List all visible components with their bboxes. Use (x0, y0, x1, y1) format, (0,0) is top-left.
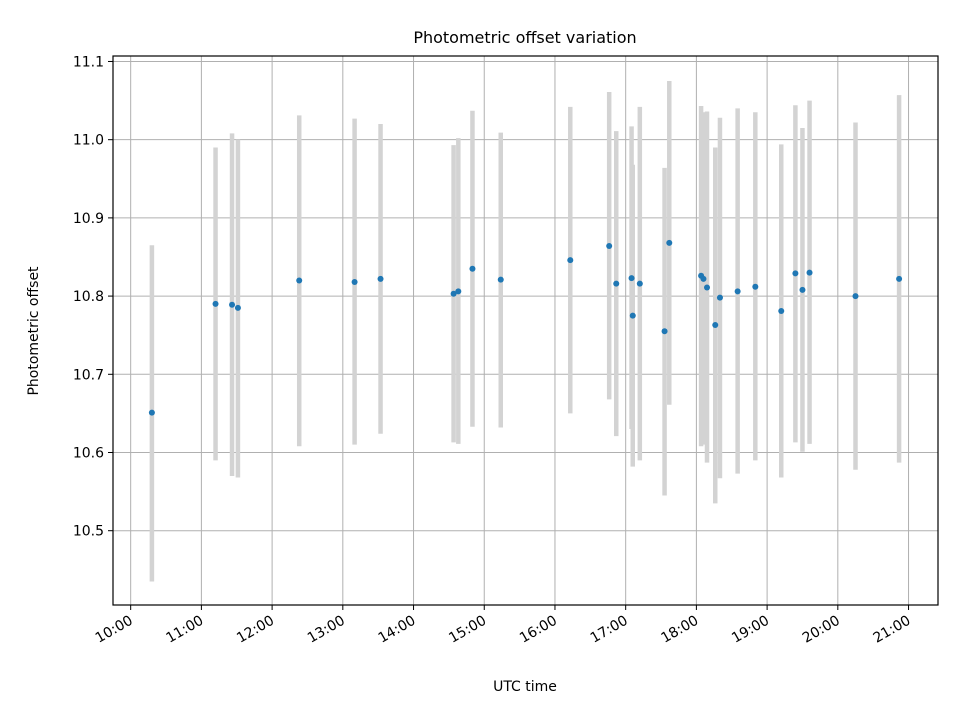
data-point (628, 275, 635, 282)
x-tick-label: 18:00 (658, 613, 701, 647)
y-tick-label: 11.0 (73, 133, 104, 149)
y-axis-label: Photometric offset (26, 266, 42, 396)
data-point (351, 279, 358, 286)
x-tick-label: 20:00 (800, 613, 843, 647)
data-point (852, 293, 859, 300)
data-point (455, 288, 462, 295)
chart-title: Photometric offset variation (413, 28, 636, 47)
data-point (469, 265, 476, 272)
data-point (734, 288, 741, 295)
x-tick-label: 11:00 (163, 613, 206, 647)
data-point (296, 277, 303, 284)
data-point (613, 280, 620, 287)
data-point (377, 275, 384, 282)
data-point (700, 275, 707, 282)
x-tick-label: 10:00 (93, 613, 136, 647)
data-point (896, 275, 903, 282)
y-tick-label: 10.5 (73, 524, 104, 540)
plot-frame (112, 55, 939, 606)
data-point (148, 409, 155, 416)
x-tick-label: 17:00 (588, 613, 631, 647)
y-tick-label: 10.6 (73, 446, 104, 462)
data-point (229, 301, 236, 308)
data-point (234, 304, 241, 311)
data-points (148, 239, 903, 416)
x-tick-label: 19:00 (729, 613, 772, 647)
data-point (636, 280, 643, 287)
x-tick-label: 15:00 (446, 613, 489, 647)
data-point (497, 276, 504, 283)
data-point (450, 290, 457, 297)
y-axis-ticks: 10.5 10.6 10.7 10.8 10.9 11.0 11.1 (73, 54, 113, 540)
data-point (806, 269, 813, 276)
data-point (792, 270, 799, 277)
data-point (661, 328, 668, 335)
data-point (666, 239, 673, 246)
data-point (606, 243, 613, 250)
data-point (629, 312, 636, 319)
data-point (778, 307, 785, 314)
y-tick-label: 10.9 (73, 211, 104, 227)
data-point (704, 284, 710, 291)
data-point (716, 294, 723, 301)
x-tick-label: 13:00 (305, 613, 348, 647)
x-tick-label: 12:00 (234, 613, 277, 647)
y-tick-label: 10.7 (73, 367, 104, 383)
x-axis-label: UTC time (493, 679, 557, 695)
data-point (212, 300, 219, 307)
x-axis-ticks: 10:00 11:00 12:00 13:00 14:00 15:00 16:00 17:00… (93, 605, 914, 647)
y-tick-label: 10.8 (73, 289, 104, 305)
x-tick-label: 16:00 (517, 613, 560, 647)
y-tick-label: 11.1 (73, 54, 104, 70)
grid (113, 56, 938, 605)
data-point (712, 322, 719, 329)
data-point (567, 257, 574, 264)
x-tick-label: 14:00 (376, 613, 419, 647)
data-point (752, 283, 759, 290)
error-bars (149, 81, 902, 582)
data-point (799, 286, 806, 293)
x-tick-label: 21:00 (871, 613, 914, 647)
